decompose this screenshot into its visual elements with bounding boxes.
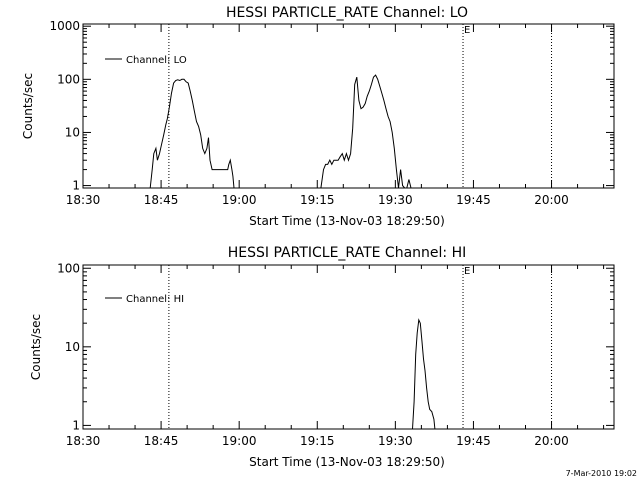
x-tick-label: 19:30 <box>378 434 413 448</box>
chart-title: HESSI PARTICLE_RATE Channel: LO <box>226 5 468 21</box>
x-tick-label: 19:00 <box>222 434 257 448</box>
y-tick-label: 1 <box>72 179 80 193</box>
plot-frame <box>82 23 615 189</box>
y-tick-label: 1 <box>72 418 80 432</box>
series-line <box>320 74 399 189</box>
x-tick-label: 20:00 <box>534 193 569 207</box>
x-tick-label: 19:45 <box>456 193 491 207</box>
x-tick-label: 18:45 <box>144 193 179 207</box>
legend: Channel: LO <box>105 55 187 66</box>
x-tick-label: 18:30 <box>66 193 101 207</box>
y-tick-label: 10 <box>65 125 80 139</box>
x-axis-label: Start Time (13-Nov-03 18:29:50) <box>249 214 445 228</box>
x-tick-label: 19:00 <box>222 193 257 207</box>
x-tick-label: 18:45 <box>144 434 179 448</box>
series-line <box>149 78 235 189</box>
legend-label: Channel: LO <box>126 55 187 66</box>
x-tick-label: 18:30 <box>66 434 101 448</box>
y-tick-label: 10 <box>65 340 80 354</box>
plot-frame <box>82 264 615 430</box>
time-marker-label: E <box>464 25 470 36</box>
series-line <box>412 318 436 430</box>
y-tick-label: 100 <box>57 261 80 275</box>
series-line <box>406 179 412 189</box>
y-tick-label: 100 <box>57 72 80 86</box>
y-axis-label: Counts/sec <box>29 314 43 380</box>
series-line <box>398 169 406 189</box>
legend-label: Channel: HI <box>126 294 184 305</box>
y-tick-label: 1000 <box>49 19 80 33</box>
x-tick-label: 20:00 <box>534 434 569 448</box>
legend: Channel: HI <box>105 294 184 305</box>
chart-title: HESSI PARTICLE_RATE Channel: HI <box>228 245 466 261</box>
x-axis-label: Start Time (13-Nov-03 18:29:50) <box>249 455 445 469</box>
time-marker-label: E <box>464 266 470 277</box>
footer-timestamp: 7-Mar-2010 19:02 <box>566 469 637 478</box>
x-tick-label: 19:15 <box>300 193 335 207</box>
panel-hi: HESSI PARTICLE_RATE Channel: HI E 1 10 100… <box>29 245 615 469</box>
x-tick-label: 19:30 <box>378 193 413 207</box>
panel-lo: HESSI PARTICLE_RATE Channel: LO E 1 10 100… <box>21 5 615 228</box>
x-tick-label: 19:45 <box>456 434 491 448</box>
y-axis-label: Counts/sec <box>21 73 35 139</box>
x-tick-label: 19:15 <box>300 434 335 448</box>
